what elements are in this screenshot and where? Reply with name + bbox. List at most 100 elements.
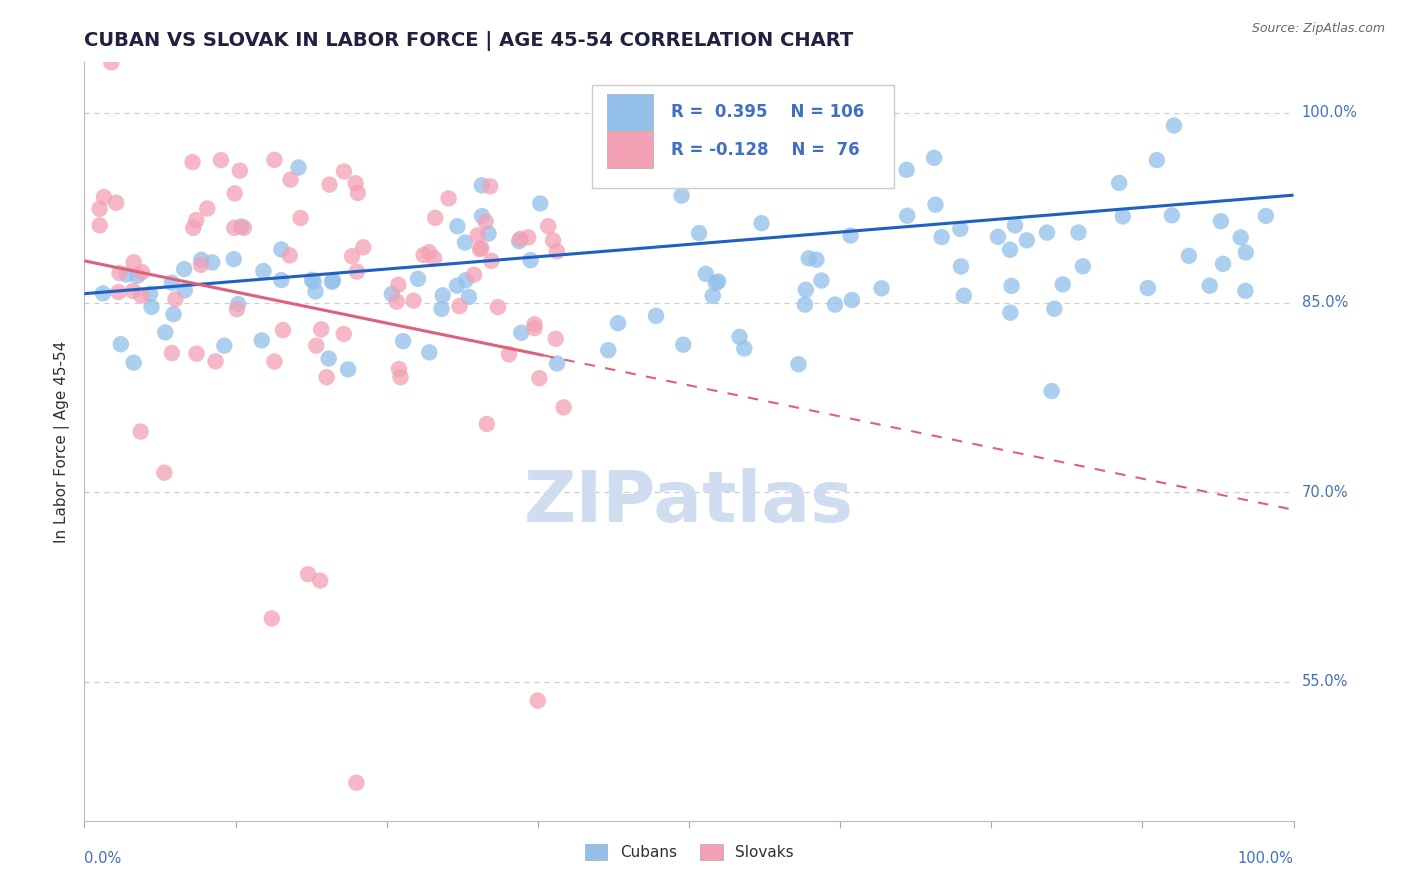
Text: 55.0%: 55.0% [1302, 674, 1348, 690]
Point [232, 220, 254, 235]
Point [297, 567, 319, 582]
Point [423, 252, 446, 266]
Point [432, 288, 454, 302]
Point [406, 272, 429, 286]
Point [392, 334, 415, 348]
Point [214, 339, 236, 353]
Point [475, 417, 498, 431]
Point [672, 337, 695, 351]
Point [546, 357, 568, 371]
Point [1036, 226, 1059, 240]
Point [263, 153, 285, 167]
Point [486, 300, 509, 314]
Point [122, 255, 145, 269]
Point [1071, 260, 1094, 274]
Point [1234, 245, 1257, 260]
Legend: Cubans, Slovaks: Cubans, Slovaks [578, 838, 800, 866]
Point [190, 252, 212, 267]
Point [1040, 384, 1063, 398]
Point [896, 162, 918, 177]
Point [115, 268, 138, 282]
Point [89, 202, 111, 216]
Point [173, 284, 195, 298]
Point [209, 153, 232, 167]
Point [412, 248, 434, 262]
Point [418, 245, 440, 260]
Point [471, 178, 494, 193]
Point [1212, 257, 1234, 271]
Point [333, 164, 356, 178]
Point [190, 258, 212, 272]
Point [704, 276, 727, 290]
Point [347, 186, 370, 200]
Point [509, 232, 531, 246]
Point [527, 693, 550, 707]
Point [519, 253, 541, 268]
Point [479, 179, 502, 194]
Point [309, 322, 332, 336]
Point [508, 234, 530, 248]
Point [1163, 119, 1185, 133]
Point [437, 191, 460, 205]
Point [523, 321, 546, 335]
Point [186, 213, 208, 227]
Point [381, 287, 404, 301]
Point [688, 226, 710, 240]
Point [141, 300, 163, 314]
Point [446, 219, 468, 234]
Point [810, 273, 832, 287]
Point [93, 190, 115, 204]
Point [537, 219, 560, 234]
Point [344, 176, 367, 190]
Point [470, 241, 492, 255]
Point [998, 243, 1021, 257]
Text: Source: ZipAtlas.com: Source: ZipAtlas.com [1251, 22, 1385, 36]
Text: R =  0.395    N = 106: R = 0.395 N = 106 [671, 103, 865, 120]
Point [529, 371, 551, 385]
Point [695, 267, 717, 281]
Point [1146, 153, 1168, 167]
Point [1067, 226, 1090, 240]
Point [841, 293, 863, 307]
Point [467, 228, 489, 243]
Point [105, 195, 128, 210]
Point [181, 220, 204, 235]
Point [553, 401, 575, 415]
Point [280, 172, 302, 186]
Point [346, 776, 368, 790]
Point [1108, 176, 1130, 190]
Point [385, 294, 408, 309]
Point [127, 268, 149, 283]
Point [1000, 279, 1022, 293]
Point [201, 255, 224, 269]
Point [626, 169, 648, 183]
Point [1015, 233, 1038, 247]
Point [278, 248, 301, 262]
Point [1198, 278, 1220, 293]
Point [922, 151, 945, 165]
Point [139, 286, 162, 301]
Point [91, 286, 114, 301]
Point [454, 273, 477, 287]
FancyBboxPatch shape [592, 85, 894, 187]
Point [287, 161, 309, 175]
Point [418, 345, 440, 359]
Point [728, 330, 751, 344]
Point [546, 244, 568, 259]
Point [186, 346, 208, 360]
Point [388, 362, 411, 376]
Point [517, 230, 540, 244]
Point [309, 574, 332, 588]
Point [122, 284, 145, 298]
Point [131, 288, 153, 302]
Point [155, 326, 177, 340]
Point [122, 356, 145, 370]
Point [896, 209, 918, 223]
Point [949, 222, 972, 236]
Point [224, 220, 246, 235]
Point [224, 186, 246, 201]
Point [474, 215, 496, 229]
Point [131, 265, 153, 279]
Point [671, 188, 693, 202]
Point [463, 268, 485, 282]
